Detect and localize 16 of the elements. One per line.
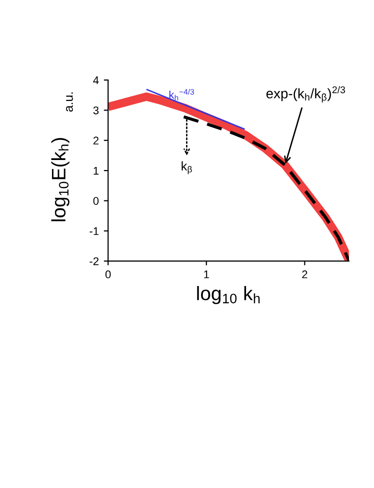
- y-tick-label: -1: [90, 227, 99, 235]
- series-label: k$_{h}$$^{−4/3}$: [169, 88, 194, 100]
- y-tick-label: 2: [93, 136, 98, 144]
- y-tick-label: 0: [93, 197, 99, 205]
- y-axis-title: log$_{10}$E(k$_{h}$): [51, 138, 70, 222]
- annotation: exp-(k$_{h}$/k$_{β}$)$^{2/3}$: [266, 86, 346, 102]
- x-tick-label: 0: [105, 270, 111, 278]
- y-tick-label: 1: [94, 166, 99, 175]
- y-tick-label: 4: [93, 76, 99, 84]
- x-tick-label: 2: [302, 270, 308, 278]
- x-axis-title: log$_{10}$ k$_{h}$: [197, 286, 260, 304]
- annotation: k$_{β}$: [182, 161, 192, 174]
- y2-axis-title: a.u.: [66, 92, 73, 112]
- x-tick-label: 1: [204, 270, 209, 278]
- y-tick-label: -2: [90, 257, 98, 266]
- y-tick-label: 3: [93, 106, 99, 114]
